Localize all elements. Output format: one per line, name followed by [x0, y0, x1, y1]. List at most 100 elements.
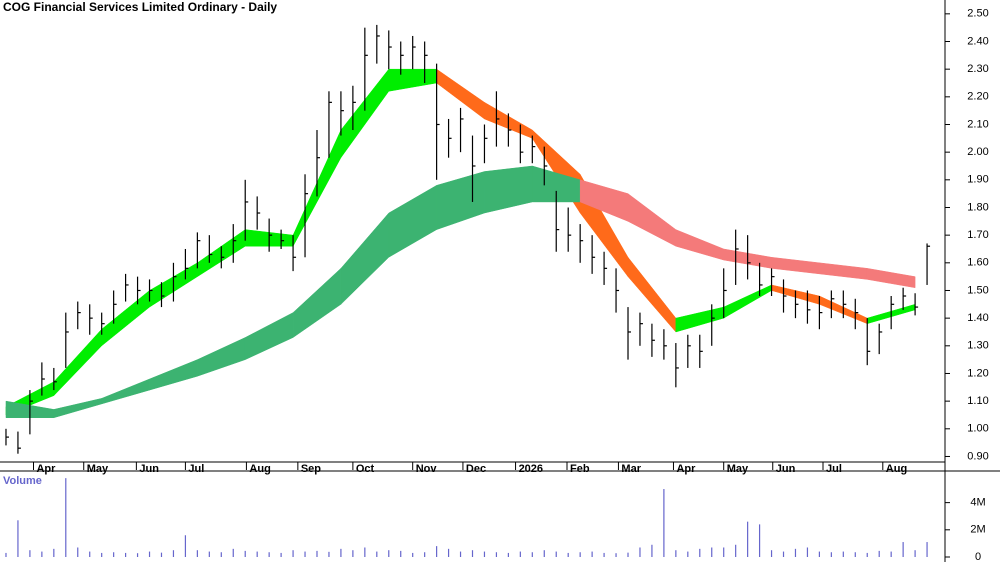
volume-bar — [220, 552, 222, 557]
volume-bar — [519, 551, 521, 557]
y-tick-label: 1.20 — [967, 367, 988, 379]
volume-bar — [244, 550, 246, 557]
y-tick-label: 1.30 — [967, 340, 988, 352]
x-tick-label: Jun — [139, 463, 159, 475]
x-tick-label: May — [87, 463, 109, 475]
x-tick-label: Apr — [36, 463, 56, 475]
volume-bar — [172, 550, 175, 557]
volume-bar — [160, 552, 163, 557]
x-tick-label: Sep — [301, 463, 321, 475]
volume-bar — [89, 551, 91, 557]
y-tick-label: 2.30 — [967, 63, 988, 75]
volume-bar — [735, 544, 737, 557]
volume-bar — [663, 489, 665, 557]
volume-bar — [495, 552, 498, 557]
volume-bar — [890, 551, 892, 557]
volume-bar — [268, 552, 270, 557]
x-tick-label: Aug — [886, 463, 907, 475]
volume-bar — [531, 552, 533, 557]
volume-bar — [507, 552, 509, 557]
volume-bar — [675, 550, 677, 557]
y-tick-label: 2.10 — [967, 118, 988, 130]
volume-bar — [77, 547, 79, 557]
x-tick-label: Jun — [776, 463, 796, 475]
x-tick-label: Nov — [416, 463, 438, 475]
volume-bar — [29, 550, 31, 557]
y-tick-label: 2.40 — [967, 35, 988, 47]
volume-bar — [639, 547, 641, 557]
volume-bar — [651, 544, 653, 557]
y-tick-label: 4M — [970, 497, 985, 509]
volume-bar — [926, 542, 928, 557]
volume-bar — [41, 551, 43, 557]
x-tick-label: Feb — [570, 463, 590, 475]
volume-bar — [818, 551, 820, 557]
y-tick-label: 0.90 — [967, 450, 988, 462]
volume-bar — [579, 552, 581, 557]
volume-bar — [352, 550, 354, 557]
volume-bar — [591, 551, 593, 557]
y-tick-label: 2.20 — [967, 91, 988, 103]
volume-bar — [148, 551, 151, 557]
volume-bar — [304, 551, 306, 557]
y-tick-label: 2.50 — [967, 8, 988, 20]
volume-bar — [543, 550, 545, 557]
x-tick-label: Aug — [249, 463, 270, 475]
volume-bar — [627, 552, 629, 557]
volume-bar — [770, 550, 773, 557]
volume-bar — [687, 551, 689, 557]
y-tick-label: 1.40 — [967, 312, 988, 324]
volume-bar — [65, 478, 67, 557]
volume-bar — [5, 552, 7, 557]
volume-bar — [412, 552, 414, 557]
volume-bar — [388, 550, 390, 557]
x-tick-label: Apr — [676, 463, 696, 475]
volume-bar — [914, 550, 916, 557]
x-tick-label: Mar — [621, 463, 641, 475]
volume-bar — [424, 552, 426, 557]
volume-bar — [459, 551, 462, 557]
volume-bar — [806, 547, 809, 557]
volume-bar — [711, 547, 713, 557]
volume-bar — [53, 548, 55, 557]
volume-bar — [758, 524, 761, 557]
x-tick-label: 2026 — [519, 463, 543, 475]
volume-bar — [567, 552, 569, 557]
volume-bar — [125, 552, 127, 557]
y-tick-label: 1.60 — [967, 257, 988, 269]
volume-bar — [280, 552, 282, 557]
y-tick-label: 1.00 — [967, 423, 988, 435]
volume-bar — [794, 548, 797, 557]
y-tick-label: 1.70 — [967, 229, 988, 241]
volume-bar — [723, 547, 725, 557]
volume-bar — [878, 550, 880, 557]
y-tick-label: 0 — [975, 551, 981, 562]
volume-bar — [328, 551, 330, 557]
chart-title: COG Financial Services Limited Ordinary … — [3, 0, 277, 14]
volume-bar — [699, 548, 701, 557]
volume-bar — [256, 551, 258, 557]
y-tick-label: 2M — [970, 524, 985, 536]
y-tick-label: 1.10 — [967, 395, 988, 407]
volume-bar — [292, 550, 294, 557]
volume-bar — [316, 550, 318, 557]
volume-bar — [136, 553, 139, 557]
volume-bar — [842, 551, 844, 557]
volume-bar — [184, 535, 187, 557]
volume-bar — [747, 521, 749, 557]
y-tick-label: 1.50 — [967, 284, 988, 296]
volume-bar — [101, 552, 103, 557]
x-tick-label: May — [727, 463, 749, 475]
x-tick-label: Jul — [826, 463, 842, 475]
volume-bar — [436, 546, 438, 557]
volume-bar — [555, 551, 557, 557]
band-segment — [866, 268, 916, 289]
volume-bar — [603, 552, 605, 557]
volume-bar — [866, 552, 868, 557]
volume-bar — [113, 552, 115, 557]
x-tick-label: Jul — [188, 463, 204, 475]
volume-bar — [854, 552, 856, 557]
volume-bar — [615, 553, 617, 557]
volume-title: Volume — [3, 475, 42, 487]
